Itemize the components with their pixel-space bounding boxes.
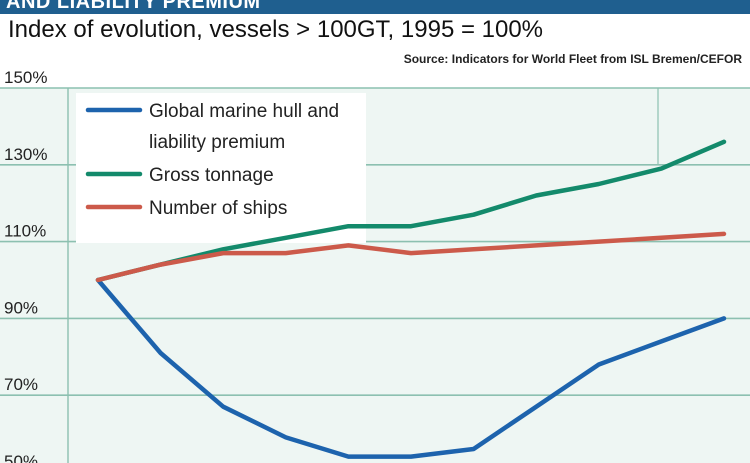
source-note: Source: Indicators for World Fleet from … <box>403 52 742 66</box>
legend-label: Number of ships <box>149 198 287 219</box>
series-line-0 <box>95 277 727 459</box>
y-tick-label: 130% <box>4 145 47 164</box>
y-tick-label: 110% <box>4 222 46 241</box>
legend-label: Global marine hull and <box>149 101 339 122</box>
legend-label: Gross tonnage <box>149 165 274 186</box>
legend-box <box>76 93 366 243</box>
y-tick-label: 70% <box>4 375 38 394</box>
chart-title: AND LIABILITY PREMIUM <box>6 0 261 13</box>
y-tick-label: 50% <box>4 452 38 463</box>
series-line-1 <box>95 139 727 283</box>
title-band: AND LIABILITY PREMIUM <box>0 0 750 14</box>
y-tick-label: 150% <box>4 68 47 87</box>
series-line-2 <box>95 231 727 283</box>
y-tick-label: 90% <box>4 298 38 317</box>
legend-label: liability premium <box>149 132 285 153</box>
chart-subtitle: Index of evolution, vessels > 100GT, 199… <box>8 16 544 43</box>
